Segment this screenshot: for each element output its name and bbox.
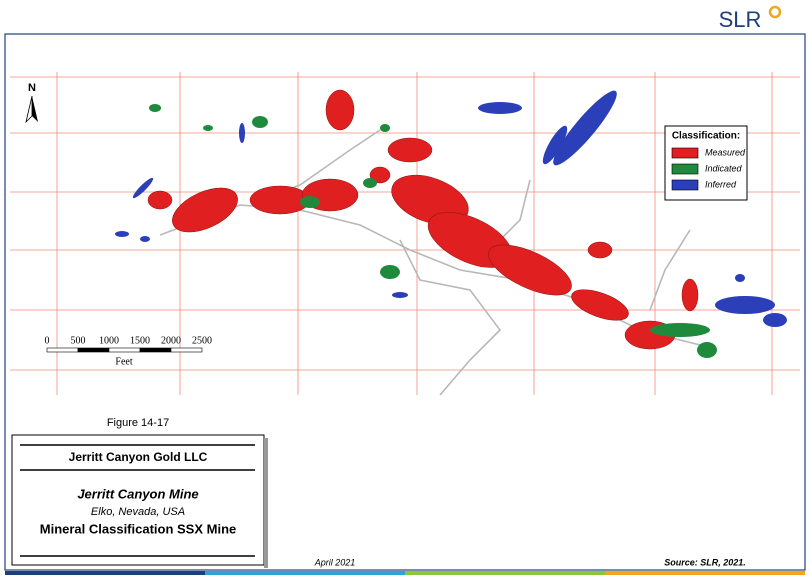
legend-label: Inferred — [705, 179, 737, 189]
scale-unit: Feet — [115, 356, 132, 367]
scale-label: 2500 — [192, 335, 212, 346]
scale-label: 1000 — [99, 335, 119, 346]
footer-bar — [405, 571, 605, 575]
mine-name: Jerritt Canyon Mine — [77, 486, 198, 501]
scale-label: 500 — [71, 335, 86, 346]
title-block-shadow — [264, 438, 268, 568]
legend-label: Indicated — [705, 163, 743, 173]
indicated-zones — [149, 104, 717, 358]
legend-label: Measured — [705, 147, 746, 157]
legend-swatch — [671, 147, 699, 159]
scale-segment — [170, 347, 203, 353]
scale-label: 0 — [45, 335, 50, 346]
source: Source: SLR, 2021. — [664, 557, 746, 567]
scale-label: 1500 — [130, 335, 150, 346]
company: Jerritt Canyon Gold LLC — [69, 450, 208, 464]
scale-label: 2000 — [161, 335, 181, 346]
north-arrow — [25, 95, 33, 124]
scale-segment — [108, 347, 141, 353]
north-label: N — [28, 82, 36, 94]
logo-mark — [768, 5, 782, 19]
date: April 2021 — [314, 557, 356, 567]
scale-segment — [139, 347, 172, 353]
inferred-zones — [115, 90, 787, 327]
frame — [4, 33, 806, 571]
legend-swatch — [671, 163, 699, 175]
footer-bar — [205, 571, 405, 575]
tunnels — [159, 129, 701, 396]
scale-bar: Feet 0 500 1000 1500 2000 2500 — [45, 335, 213, 367]
location: Elko, Nevada, USA — [91, 506, 185, 518]
title-block — [11, 434, 265, 566]
footer-bar — [605, 571, 805, 575]
scale-segment — [77, 347, 110, 353]
footer-bar — [5, 571, 205, 575]
logo: SLR — [719, 7, 762, 32]
figure-number: Figure 14-17 — [107, 417, 169, 429]
north-arrow — [32, 96, 38, 122]
legend: Classification: Measured Indicated Inferre… — [664, 125, 748, 201]
legend-title: Classification: — [672, 131, 740, 142]
scale-segment — [46, 347, 79, 353]
legend-swatch — [671, 179, 699, 191]
figure-title: Mineral Classification SSX Mine — [40, 521, 237, 536]
